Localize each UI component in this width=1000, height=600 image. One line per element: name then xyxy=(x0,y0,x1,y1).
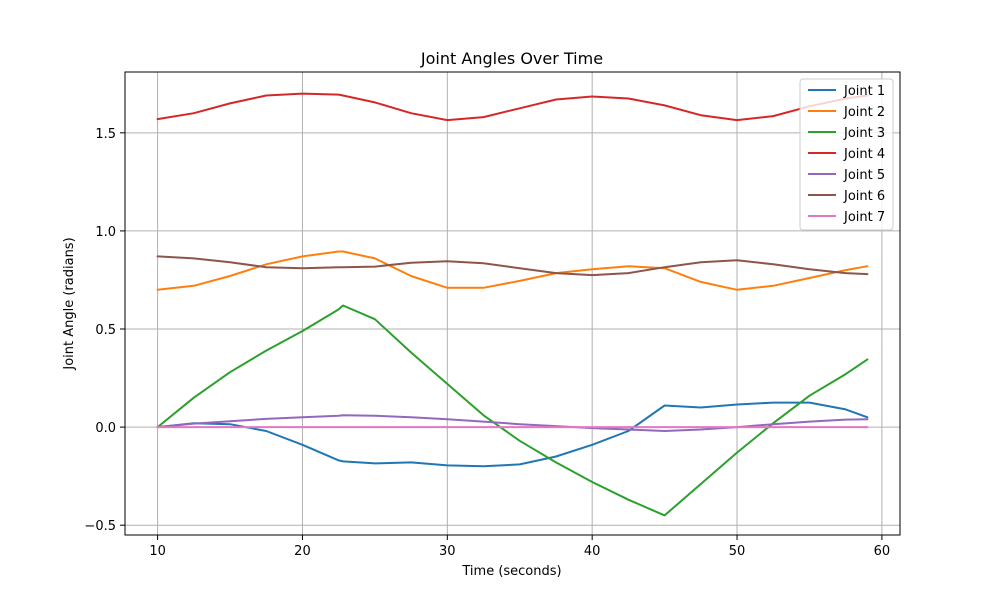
legend-label: Joint 5 xyxy=(843,168,885,183)
x-axis-title: Time (seconds) xyxy=(461,564,561,579)
y-tick-label: 0.0 xyxy=(95,421,116,436)
x-tick-label: 30 xyxy=(439,544,456,559)
y-tick-label: −0.5 xyxy=(84,519,116,534)
legend: Joint 1 Joint 2 Joint 3 Joint 4 Joint 5 Joint… xyxy=(799,78,894,231)
y-tick-label: 0.5 xyxy=(95,323,116,338)
x-tick-label: 10 xyxy=(149,544,166,559)
legend-label: Joint 1 xyxy=(843,84,885,99)
y-tick-label: 1.5 xyxy=(95,127,116,142)
x-tick-label: 20 xyxy=(294,544,311,559)
series-line-joint-5 xyxy=(156,414,869,432)
series-lines xyxy=(156,92,869,517)
x-tick-label: 40 xyxy=(584,544,601,559)
series-line-joint-2 xyxy=(156,250,869,291)
series-line-joint-4 xyxy=(156,92,869,122)
y-tick-label: 1.0 xyxy=(95,225,116,240)
legend-label: Joint 7 xyxy=(843,210,885,225)
x-tick-label: 50 xyxy=(729,544,746,559)
x-axis-ticks: 10 20 30 40 50 60 xyxy=(149,535,890,559)
series-line-joint-3 xyxy=(156,304,869,517)
series-line-joint-6 xyxy=(156,255,869,277)
chart-title: Joint Angles Over Time xyxy=(420,49,603,68)
y-axis-ticks: −0.5 0.0 0.5 1.0 1.5 xyxy=(84,127,125,534)
legend-label: Joint 4 xyxy=(843,147,885,162)
x-tick-label: 60 xyxy=(874,544,891,559)
series-line-joint-1 xyxy=(156,401,869,468)
legend-label: Joint 2 xyxy=(843,105,885,120)
plot-frame xyxy=(124,71,901,536)
legend-label: Joint 6 xyxy=(843,189,885,204)
legend-label: Joint 3 xyxy=(843,126,885,141)
legend-box xyxy=(799,78,894,231)
y-axis-title: Joint Angle (radians) xyxy=(62,237,77,370)
